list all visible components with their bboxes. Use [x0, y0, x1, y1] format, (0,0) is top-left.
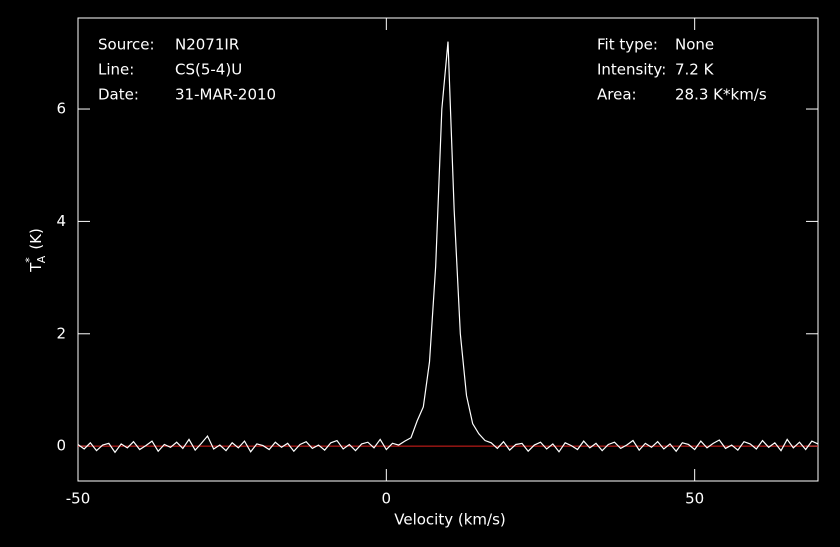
info-label: Line:: [98, 61, 134, 79]
info-value: 28.3 K*km/s: [675, 86, 767, 104]
plot-frame: [77, 17, 819, 482]
info-value: N2071IR: [175, 36, 239, 54]
y-label-unit: (K): [27, 228, 45, 250]
info-label: Intensity:: [597, 61, 666, 79]
info-label: Date:: [98, 86, 139, 104]
spectrum-line: [77, 41, 819, 454]
x-tick-label: 50: [685, 490, 704, 508]
y-tick-label: 2: [56, 324, 66, 342]
info-value: 7.2 K: [675, 61, 715, 79]
x-axis-label: Velocity (km/s): [394, 511, 505, 529]
info-value: CS(5-4)U: [175, 61, 242, 79]
info-label: Area:: [597, 86, 637, 104]
info-label: Fit type:: [597, 36, 658, 54]
x-tick-label: 0: [382, 490, 392, 508]
x-tick-label: -50: [66, 490, 91, 508]
info-label: Source:: [98, 36, 155, 54]
y-label-sup: *: [23, 257, 36, 263]
info-value: None: [675, 36, 714, 54]
info-value: 31-MAR-2010: [175, 86, 276, 104]
y-tick-label: 4: [56, 212, 66, 230]
y-axis-label: T*A (K): [23, 228, 48, 273]
y-label-symbol: T: [27, 262, 45, 273]
y-label-sub: A: [35, 255, 48, 263]
y-tick-label: 0: [56, 437, 66, 455]
y-tick-label: 6: [56, 100, 66, 118]
